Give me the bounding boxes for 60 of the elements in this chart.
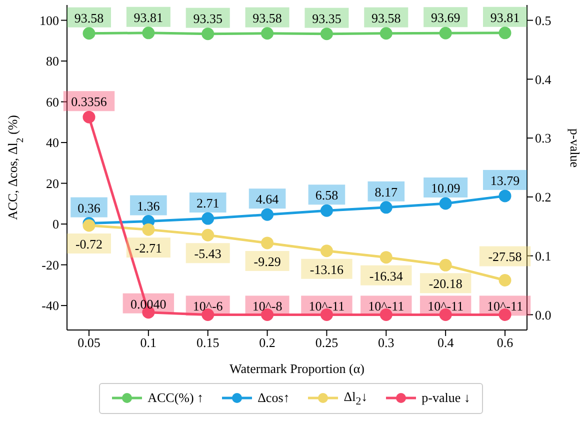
legend-label: p-value ↓: [422, 390, 470, 406]
x-tick-label: 0.6: [496, 335, 514, 350]
data-label: 2.71: [196, 196, 220, 211]
data-label: -13.16: [310, 262, 344, 277]
y2-tick-label: 0.3: [535, 130, 552, 146]
data-label: 1.36: [137, 198, 160, 214]
data-label: 10.09: [430, 180, 460, 196]
y2-tick-label: 0.4: [535, 72, 552, 87]
y-tick-label: 80: [46, 54, 59, 69]
legend-label: Δl$_{2}$↓: [344, 389, 368, 408]
data-label: -5.43: [194, 246, 222, 262]
data-label: -20.18: [428, 276, 462, 292]
x-tick-label: 0.3: [378, 335, 394, 350]
data-label: 93.35: [193, 10, 222, 26]
data-label: 93.58: [252, 10, 282, 26]
y-tick-label: -40: [42, 298, 59, 314]
y-tick-label: -20: [42, 257, 59, 272]
data-label: -2.71: [134, 240, 162, 256]
data-label: 10^-11: [368, 298, 404, 314]
data-label: 93.35: [312, 10, 342, 26]
x-axis-title: Watermark Proportion (α): [229, 361, 365, 376]
data-label: 10^-11: [487, 298, 523, 314]
y2-axis-title: p-value: [567, 128, 582, 168]
data-label: 13.79: [490, 172, 520, 188]
data-label: 8.17: [374, 184, 398, 200]
data-label: 10^-11: [428, 298, 464, 314]
data-label: 93.81: [490, 10, 520, 25]
data-label: 6.58: [315, 188, 338, 203]
data-label: 0.0040: [130, 296, 166, 312]
y2-tick-label: 0.5: [535, 12, 552, 28]
data-label: 10^-11: [308, 298, 345, 314]
data-label: -27.58: [488, 249, 522, 264]
y2-tick-label: 0.0: [535, 307, 552, 322]
data-label: 0.36: [78, 200, 101, 216]
legend-label: ACC(%) ↑: [148, 390, 204, 406]
x-tick-label: 0.2: [259, 335, 276, 350]
y-tick-label: 40: [46, 135, 59, 150]
data-label: 4.64: [256, 192, 280, 207]
data-label: 93.69: [430, 10, 460, 26]
data-label: 93.58: [372, 10, 401, 26]
x-tick-label: 0.1: [140, 335, 157, 350]
x-tick-label: 0.4: [437, 335, 454, 350]
data-label: 10^-6: [192, 298, 224, 314]
y-tick-label: 20: [46, 176, 59, 191]
y-tick-label: 100: [40, 12, 59, 28]
x-tick-label: 0.25: [315, 335, 338, 350]
data-label: 0.3356: [71, 94, 108, 110]
data-label: -0.72: [75, 236, 103, 252]
x-tick-label: 0.05: [78, 335, 100, 350]
x-tick-label: 0.15: [196, 335, 220, 350]
data-label: 10^-8: [252, 298, 282, 314]
data-label: -16.34: [369, 268, 404, 284]
data-label: 93.58: [74, 10, 104, 26]
y-tick-label: 60: [46, 94, 59, 110]
y-tick-label: 0: [52, 216, 59, 232]
y2-tick-label: 0.1: [535, 248, 552, 264]
legend-label: Δcos↑: [258, 390, 290, 406]
data-label: -9.29: [254, 254, 281, 269]
data-label: 93.81: [134, 10, 164, 25]
y2-tick-label: 0.2: [535, 190, 552, 205]
